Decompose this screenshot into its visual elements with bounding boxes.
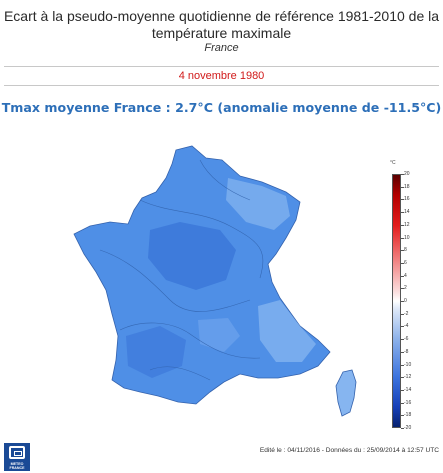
legend-tick-label: -6 bbox=[401, 336, 430, 342]
legend-tick-label: -12 bbox=[401, 374, 430, 380]
cold-core-center bbox=[148, 222, 236, 290]
date-bar: 4 novembre 1980 bbox=[4, 66, 439, 86]
legend-tick-label: 4 bbox=[401, 273, 430, 279]
legend-tick-label: 8 bbox=[401, 247, 430, 253]
legend-tick-label: 0 bbox=[401, 298, 430, 304]
legend-tick-label: -20 bbox=[401, 425, 430, 431]
legend-tick-label: 2 bbox=[401, 285, 430, 291]
legend-tick-label: 12 bbox=[401, 222, 430, 228]
mild-area-massif-central bbox=[198, 318, 240, 352]
date-label: 4 novembre 1980 bbox=[178, 70, 265, 82]
color-legend: °C 20 18 16 14 12 10 8 6 4 2 0 -2 -4 -6 -8 -10 -12 -14 -16… bbox=[386, 160, 436, 440]
legend-tick-label: 20 bbox=[401, 171, 430, 177]
legend-tick-label: 10 bbox=[401, 235, 430, 241]
legend-tick-label: -4 bbox=[401, 323, 430, 329]
legend-color-bar bbox=[392, 174, 401, 428]
legend-tick-label: -2 bbox=[401, 311, 430, 317]
headline-summary: Tmax moyenne France : 2.7°C (anomalie mo… bbox=[1, 100, 442, 115]
edition-footer: Edité le : 04/11/2016 - Données du : 25/… bbox=[259, 447, 439, 454]
mild-area-alps bbox=[258, 300, 316, 362]
logo-mark bbox=[9, 446, 25, 459]
contour-lines bbox=[99, 159, 264, 381]
mild-area-northeast bbox=[226, 178, 290, 230]
logo-text: METEO FRANCE bbox=[4, 462, 30, 470]
legend-tick-label: 18 bbox=[401, 184, 430, 190]
region-subtitle: France bbox=[204, 42, 239, 54]
cold-core-southwest bbox=[126, 326, 186, 378]
legend-tick-label: -18 bbox=[401, 412, 430, 418]
legend-tick-label: 16 bbox=[401, 196, 430, 202]
meteo-france-logo: METEO FRANCE bbox=[4, 443, 30, 471]
legend-tick-label: -14 bbox=[401, 387, 430, 393]
map-title-line-2: température maximale bbox=[151, 25, 292, 41]
map-title-line-1: Ecart à la pseudo-moyenne quotidienne de… bbox=[3, 8, 440, 24]
title-block: Ecart à la pseudo-moyenne quotidienne de… bbox=[0, 0, 443, 66]
france-anomaly-map bbox=[73, 145, 357, 417]
legend-tick-label: -10 bbox=[401, 362, 430, 368]
legend-unit-label: °C bbox=[390, 160, 396, 166]
logo-line-2: FRANCE bbox=[9, 466, 25, 470]
logo-line-1: METEO bbox=[10, 462, 24, 466]
legend-tick-label: 6 bbox=[401, 260, 430, 266]
legend-tick-label: -8 bbox=[401, 349, 430, 355]
legend-tick-label: 14 bbox=[401, 209, 430, 215]
corsica-shape bbox=[335, 369, 357, 417]
legend-tick-label: -16 bbox=[401, 400, 430, 406]
